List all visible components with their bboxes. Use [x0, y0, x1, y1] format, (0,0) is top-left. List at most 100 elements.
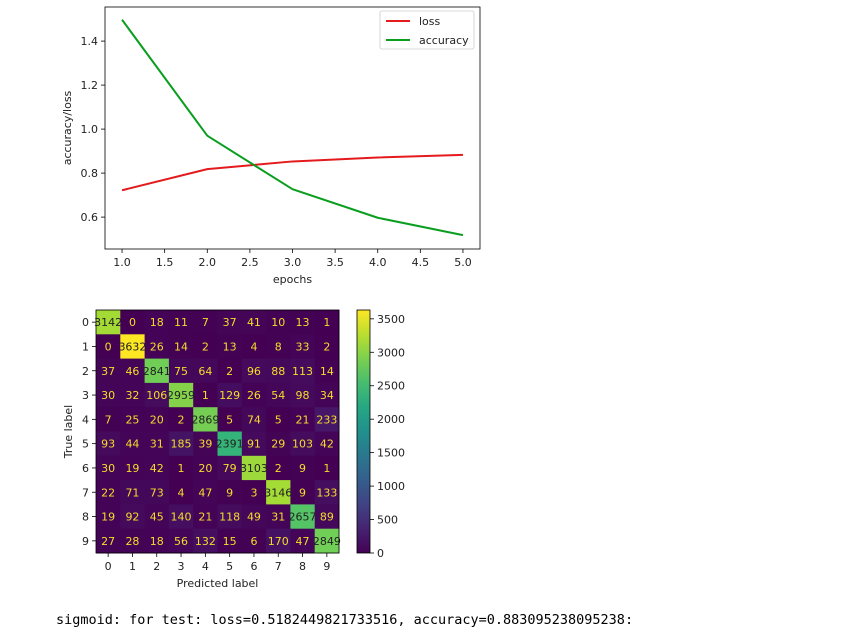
predicted-label-tick: 5 [226, 560, 233, 573]
predicted-label-tick: 8 [299, 560, 306, 573]
matrix-cell [144, 480, 170, 505]
matrix-cell-value: 5 [275, 413, 282, 426]
matrix-cell [241, 334, 267, 360]
matrix-cell [144, 358, 170, 384]
matrix-cell-value: 42 [150, 462, 164, 475]
line-chart-x-ticks: 1.0 1.5 2.0 2.5 3.0 3.5 4.0 4.5 5.0 [113, 249, 472, 269]
matrix-cell-value: 11 [174, 316, 188, 329]
y-tick-label: 0.8 [81, 167, 99, 180]
matrix-cell [290, 455, 316, 481]
matrix-cell-value: 19 [101, 511, 115, 524]
confusion-matrix-y-axis-label: True label [62, 405, 75, 459]
matrix-cell [120, 431, 146, 457]
matrix-cell [144, 431, 170, 457]
matrix-cell [96, 504, 121, 530]
matrix-cell [217, 382, 243, 408]
matrix-cell-value: 28 [125, 535, 139, 548]
y-tick-label: 1.4 [81, 35, 99, 48]
matrix-cell [144, 504, 170, 530]
matrix-cell [314, 528, 340, 554]
legend-label-accuracy: accuracy [419, 34, 469, 47]
matrix-cell-value: 14 [174, 340, 188, 353]
matrix-cell [120, 334, 146, 360]
matrix-cell [120, 504, 146, 530]
matrix-cell [168, 407, 194, 432]
matrix-cell-value: 33 [296, 340, 310, 353]
true-label-tick: 8 [82, 511, 89, 524]
figure: 1.0 1.5 2.0 2.5 3.0 3.5 4.0 4.5 5.0 0.6 0.8 1.0 1.2… [61, 6, 481, 590]
matrix-cell-value: 4 [250, 340, 257, 353]
y-tick-label: 1.0 [81, 123, 99, 136]
line-chart-y-ticks: 0.6 0.8 1.0 1.2 1.4 [81, 35, 105, 224]
matrix-cell-value: 2 [323, 340, 330, 353]
matrix-cell-value: 41 [247, 316, 261, 329]
matrix-cell-value: 47 [198, 486, 212, 499]
colorbar-tick-label: 2000 [377, 413, 405, 426]
matrix-cell [241, 431, 267, 457]
matrix-cell-value: 18 [150, 535, 164, 548]
predicted-label-tick: 9 [323, 560, 330, 573]
matrix-cell [314, 480, 340, 505]
predicted-label-tick: 0 [105, 560, 112, 573]
matrix-cell-value: 98 [296, 389, 310, 402]
matrix-cell-value: 96 [247, 365, 261, 378]
colorbar-tick-label: 2500 [377, 380, 405, 393]
matrix-cell-value: 13 [296, 316, 310, 329]
predicted-label-tick: 2 [153, 560, 160, 573]
matrix-cell-value: 170 [268, 535, 289, 548]
matrix-cell-value: 22 [101, 486, 115, 499]
matrix-cell-value: 129 [219, 389, 240, 402]
x-tick-label: 2.0 [199, 256, 217, 269]
matrix-cell-value: 3142 [94, 316, 122, 329]
matrix-cell-value: 3632 [118, 340, 146, 353]
matrix-cell [241, 504, 267, 530]
true-label-tick: 3 [82, 389, 89, 402]
matrix-cell-value: 32 [125, 389, 139, 402]
matrix-cell [168, 504, 194, 530]
matrix-cell-value: 2 [202, 340, 209, 353]
matrix-cell-value: 233 [316, 413, 337, 426]
colorbar-tick-label: 3500 [377, 313, 405, 326]
output-text: sigmoid: for test: loss=0.51824498217335… [56, 612, 634, 628]
matrix-cell [290, 382, 316, 408]
matrix-cell [193, 407, 218, 432]
matrix-cell-value: 26 [150, 340, 164, 353]
matrix-cell-value: 118 [219, 511, 240, 524]
matrix-cell [168, 431, 194, 457]
matrix-cell-value: 6 [250, 535, 257, 548]
y-tick-label: 0.6 [81, 211, 99, 224]
matrix-cell [266, 382, 291, 408]
matrix-cell-value: 3 [250, 486, 257, 499]
matrix-cell [96, 480, 121, 505]
matrix-cell [144, 382, 170, 408]
matrix-cell-value: 1 [323, 316, 330, 329]
matrix-cell [290, 504, 316, 530]
matrix-cell [241, 382, 267, 408]
matrix-cell [290, 480, 316, 505]
confusion-matrix-values: 3142 0 18 11 7 37 41 10 13 10 3632 26 14 2 13 4 8 33 237 46… [94, 316, 341, 548]
matrix-cell [217, 528, 243, 554]
matrix-cell-value: 45 [150, 511, 164, 524]
x-tick-label: 1.0 [113, 256, 131, 269]
matrix-cell [120, 528, 146, 554]
confusion-matrix: 3142 0 18 11 7 37 41 10 13 10 3632 26 14 2 13 4 8 33 237 46… [62, 309, 341, 590]
matrix-cell-value: 9 [226, 486, 233, 499]
colorbar: 0 500 1000 1500 2000 2500 3000 3500 [356, 309, 405, 560]
matrix-cell-value: 1 [323, 462, 330, 475]
matrix-cell-value: 10 [271, 316, 285, 329]
line-chart-series [121, 19, 464, 237]
colorbar-tick-label: 1000 [377, 480, 405, 493]
matrix-cell-value: 34 [320, 389, 334, 402]
matrix-cell-value: 73 [150, 486, 164, 499]
matrix-cell [266, 431, 291, 457]
true-label-tick: 6 [82, 462, 89, 475]
matrix-cell [290, 310, 316, 335]
matrix-cell-value: 21 [198, 511, 212, 524]
matrix-cell-value: 21 [296, 413, 310, 426]
matrix-cell-value: 132 [195, 535, 216, 548]
matrix-cell-value: 64 [198, 365, 212, 378]
matrix-cell-value: 31 [150, 438, 164, 451]
confusion-matrix-cells [96, 310, 340, 554]
x-tick-label: 3.5 [326, 256, 344, 269]
